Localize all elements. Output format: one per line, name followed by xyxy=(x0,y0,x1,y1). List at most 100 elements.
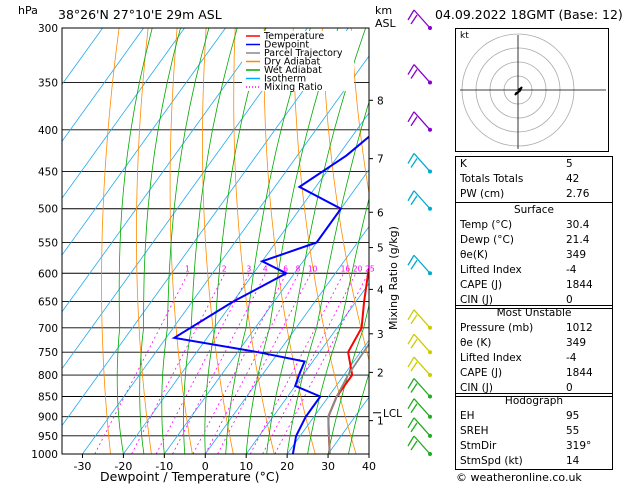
wind-barb-dot xyxy=(428,169,432,174)
mixing-ratio-label: 16 xyxy=(341,264,351,273)
mixing-ratio-label: 4 xyxy=(263,264,268,273)
legend-label-parcel-trajectory: Parcel Trajectory xyxy=(264,48,343,59)
wind-barb-staff xyxy=(413,111,431,131)
hodograph-title: Hodograph xyxy=(504,395,564,407)
lcl-label: LCL xyxy=(383,408,402,420)
wind-barb-staff xyxy=(413,153,431,172)
legend-label-wet-adiabat: Wet Adiabat xyxy=(264,65,322,76)
km-tick-2: 2 xyxy=(377,367,384,379)
mixing-ratio-line xyxy=(155,273,250,454)
wind-barb-flag xyxy=(410,338,418,349)
temp-tick--10: -10 xyxy=(155,460,173,473)
surface-label: Dewp (°C) xyxy=(460,234,514,246)
mixing-ratio-label: 2 xyxy=(222,264,227,273)
wet-adiabat xyxy=(307,196,369,454)
pressure-tick-700: 700 xyxy=(38,323,58,335)
unstable-row: CAPE (J) 1844 xyxy=(456,366,612,381)
pressure-tick-450: 450 xyxy=(38,166,58,178)
index-row: PW (cm) 2.76 xyxy=(456,187,612,202)
surface-value: 349 xyxy=(566,249,587,261)
wind-barb-flag xyxy=(407,64,415,75)
surface-label: CAPE (J) xyxy=(460,279,503,291)
wet-adiabat xyxy=(286,100,369,454)
unstable-value: 1012 xyxy=(566,322,593,334)
wet-adiabat xyxy=(266,28,366,454)
isotherm xyxy=(62,28,185,199)
km-label: km xyxy=(375,4,392,17)
mixing-ratio-label: 20 xyxy=(353,264,363,273)
surface-value: 0 xyxy=(566,294,573,306)
unstable-value: 0 xyxy=(566,382,573,394)
asl-label: ASL xyxy=(375,17,397,30)
km-tick-6: 6 xyxy=(377,207,384,219)
mixing-ratio-line xyxy=(131,273,226,454)
mixing-ratio-label: 8 xyxy=(296,264,301,273)
hodograph-value: 55 xyxy=(566,425,580,437)
dry-adiabat xyxy=(612,28,629,454)
temp-tick-40: 40 xyxy=(362,460,376,473)
mixing-ratio-line xyxy=(192,273,287,454)
temp-tick-20: 20 xyxy=(280,460,294,473)
surface-label: Lifted Index xyxy=(460,264,522,276)
temp-tick--30: -30 xyxy=(73,460,91,473)
unstable-label: CIN (J) xyxy=(460,382,493,394)
km-tick-8: 8 xyxy=(377,95,384,107)
hodograph-label: StmDir xyxy=(460,440,497,452)
mixing-ratio-label: 1 xyxy=(185,264,190,273)
unstable-row: Lifted Index -4 xyxy=(456,351,612,366)
pressure-tick-950: 950 xyxy=(38,431,58,443)
hodograph-value: 14 xyxy=(566,455,580,467)
hodograph-label: EH xyxy=(460,410,475,422)
wind-barb-flag xyxy=(410,440,418,451)
km-tick-5: 5 xyxy=(377,243,384,255)
pressure-tick-850: 850 xyxy=(38,391,58,403)
wind-barb-flag xyxy=(407,333,415,345)
station-title: 38°26'N 27°10'E 29m ASL xyxy=(58,7,222,22)
surface-value: 30.4 xyxy=(566,219,590,231)
surface-row: Lifted Index -4 xyxy=(456,263,612,278)
temp-tick-30: 30 xyxy=(321,460,335,473)
chart-grid xyxy=(62,28,629,454)
index-value: 2.76 xyxy=(566,188,590,200)
isotherm xyxy=(62,28,267,313)
wind-barb-staff xyxy=(413,417,431,437)
x-axis-label: Dewpoint / Temperature (°C) xyxy=(100,469,279,484)
wind-barb-flag xyxy=(410,403,418,414)
isotherm xyxy=(62,28,308,370)
wind-barb-dot xyxy=(428,433,432,438)
isotherm xyxy=(62,28,349,427)
wind-barb-dot xyxy=(428,127,432,132)
unstable-row: CIN (J) 0 xyxy=(456,381,612,396)
surface-row: θe(K) 349 xyxy=(456,248,612,263)
wind-barb-flag xyxy=(407,111,415,123)
wet-adiabat xyxy=(225,28,311,454)
surface-value: 1844 xyxy=(566,279,593,291)
hodograph-label: StmSpd (kt) xyxy=(460,455,523,467)
wind-barb-dot xyxy=(428,394,432,399)
hpa-label: hPa xyxy=(18,4,38,17)
wind-barb-flag xyxy=(407,417,415,429)
wind-barb-staff xyxy=(413,64,431,83)
pressure-tick-900: 900 xyxy=(38,412,58,424)
wind-barb-flag xyxy=(410,422,418,433)
km-tick-1: 1 xyxy=(377,416,384,428)
wind-barb-dot xyxy=(428,350,432,355)
wind-barb-staff xyxy=(413,254,431,274)
surface-row: Temp (°C) 30.4 xyxy=(456,218,612,233)
wet-adiabat xyxy=(183,28,238,454)
wind-barb-flag xyxy=(407,9,415,21)
legend-label-isotherm: Isotherm xyxy=(264,74,306,85)
mixing-ratio-line xyxy=(274,273,369,454)
mixing-ratio-label: 25 xyxy=(365,264,375,273)
wind-barb-staff xyxy=(413,190,431,210)
dry-adiabat xyxy=(263,28,316,454)
mixing-ratio-line xyxy=(262,273,357,454)
mixing-ratio-line xyxy=(249,273,344,454)
wind-barb-staff xyxy=(413,435,431,455)
wind-barb-flag xyxy=(407,153,415,164)
isotherm xyxy=(62,28,226,256)
hodograph-plot: kt xyxy=(455,28,609,152)
